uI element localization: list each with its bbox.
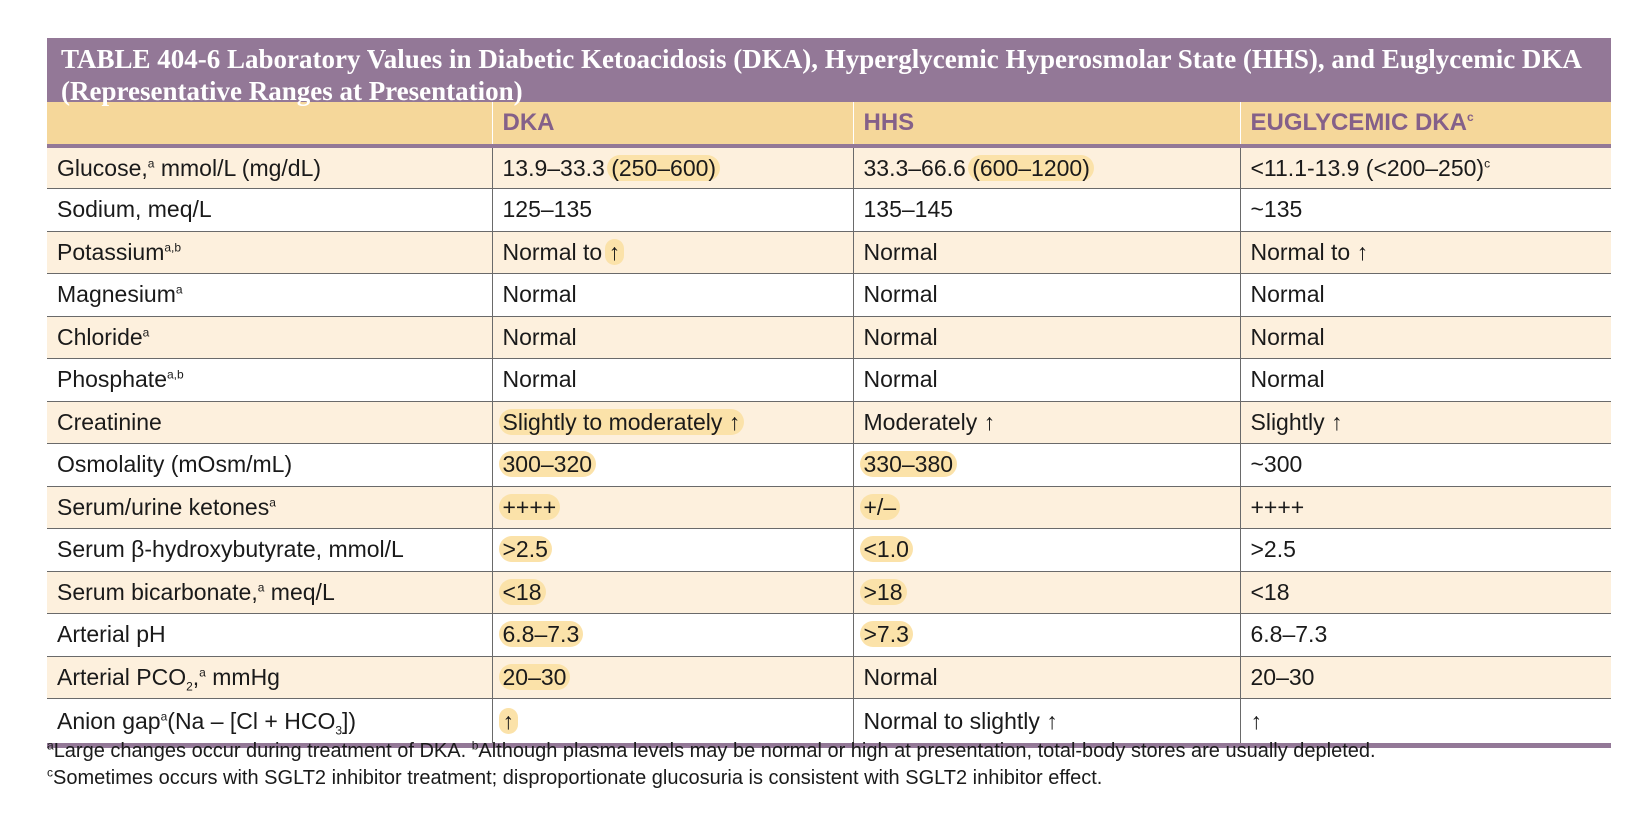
row-label: Phosphatea,b bbox=[47, 358, 492, 402]
cell-dka: 20–30 bbox=[491, 656, 853, 699]
row-label: Creatinine bbox=[47, 401, 492, 444]
cell-euglycemic: Slightly ↑ bbox=[1239, 401, 1611, 444]
table-row-glucose: Glucose,a mmol/L (mg/dL) 13.9–33.3 (250–… bbox=[47, 146, 1611, 189]
cell-hhs: Normal bbox=[852, 316, 1240, 359]
cell-euglycemic: <11.1-13.9 (<200–250)c bbox=[1239, 146, 1611, 189]
cell-hhs: 330–380 bbox=[852, 443, 1240, 487]
cell-hhs: >18 bbox=[852, 571, 1240, 614]
table-footnotes: aLarge changes occur during treatment of… bbox=[47, 738, 1611, 792]
row-label: Serum bicarbonate,a meq/L bbox=[47, 571, 492, 614]
cell-dka: >2.5 bbox=[491, 528, 853, 572]
footnote-line-2: cSometimes occurs with SGLT2 inhibitor t… bbox=[47, 765, 1103, 789]
cell-euglycemic: ~135 bbox=[1239, 188, 1611, 232]
cell-hhs: Normal to slightly ↑ bbox=[852, 698, 1240, 748]
row-label: Serum/urine ketonesa bbox=[47, 486, 492, 529]
cell-dka: ↑ bbox=[491, 698, 853, 748]
cell-dka: 300–320 bbox=[491, 443, 853, 487]
table-row-osmolality: Osmolality (mOsm/mL) 300–320 330–380 ~30… bbox=[47, 443, 1611, 487]
cell-hhs: +/– bbox=[852, 486, 1240, 529]
header-dka: DKA bbox=[491, 102, 853, 148]
table-row-magnesium: Magnesiuma Normal Normal Normal bbox=[47, 273, 1611, 317]
cell-euglycemic: Normal bbox=[1239, 273, 1611, 317]
cell-hhs: Normal bbox=[852, 231, 1240, 274]
cell-euglycemic: Normal to ↑ bbox=[1239, 231, 1611, 274]
row-label: Chloridea bbox=[47, 316, 492, 359]
table-row-beta-hydroxybutyrate: Serum β-hydroxybutyrate, mmol/L >2.5 <1.… bbox=[47, 528, 1611, 572]
table-row-creatinine: Creatinine Slightly to moderately ↑ Mode… bbox=[47, 401, 1611, 444]
table-row-anion-gap: Anion gapa(Na – [Cl + HCO3]) ↑ Normal to… bbox=[47, 698, 1611, 748]
cell-hhs: >7.3 bbox=[852, 613, 1240, 657]
row-label: Serum β-hydroxybutyrate, mmol/L bbox=[47, 528, 492, 572]
cell-dka: Normal bbox=[491, 316, 853, 359]
cell-euglycemic: 20–30 bbox=[1239, 656, 1611, 699]
cell-dka: Slightly to moderately ↑ bbox=[491, 401, 853, 444]
cell-euglycemic: <18 bbox=[1239, 571, 1611, 614]
cell-hhs: 33.3–66.6 (600–1200) bbox=[852, 146, 1240, 189]
cell-euglycemic: 6.8–7.3 bbox=[1239, 613, 1611, 657]
cell-dka: Normal bbox=[491, 273, 853, 317]
cell-euglycemic: ~300 bbox=[1239, 443, 1611, 487]
table-row-sodium: Sodium, meq/L 125–135 135–145 ~135 bbox=[47, 188, 1611, 232]
cell-euglycemic: ↑ bbox=[1239, 698, 1611, 748]
table-row-phosphate: Phosphatea,b Normal Normal Normal bbox=[47, 358, 1611, 402]
cell-hhs: Normal bbox=[852, 273, 1240, 317]
table-row-ketones: Serum/urine ketonesa ++++ +/– ++++ bbox=[47, 486, 1611, 529]
table-title: TABLE 404-6 Laboratory Values in Diabeti… bbox=[47, 38, 1611, 106]
lab-values-table: DKA HHS EUGLYCEMIC DKAc Glucose,a mmol/L… bbox=[47, 102, 1611, 748]
cell-dka: Normal to ↑ bbox=[491, 231, 853, 274]
lab-values-table-panel: TABLE 404-6 Laboratory Values in Diabeti… bbox=[47, 38, 1611, 748]
row-label: Arterial PCO2,a mmHg bbox=[47, 656, 492, 699]
cell-hhs: Normal bbox=[852, 358, 1240, 402]
row-label: Anion gapa(Na – [Cl + HCO3]) bbox=[47, 698, 492, 748]
header-parameter bbox=[47, 102, 492, 148]
cell-dka: 13.9–33.3 (250–600) bbox=[491, 146, 853, 189]
cell-dka: 125–135 bbox=[491, 188, 853, 232]
row-label: Glucose,a mmol/L (mg/dL) bbox=[47, 146, 492, 189]
row-label: Arterial pH bbox=[47, 613, 492, 657]
row-label: Sodium, meq/L bbox=[47, 188, 492, 232]
table-row-chloride: Chloridea Normal Normal Normal bbox=[47, 316, 1611, 359]
header-hhs: HHS bbox=[852, 102, 1240, 148]
cell-hhs: <1.0 bbox=[852, 528, 1240, 572]
row-label: Magnesiuma bbox=[47, 273, 492, 317]
cell-dka: <18 bbox=[491, 571, 853, 614]
cell-hhs: 135–145 bbox=[852, 188, 1240, 232]
cell-euglycemic: Normal bbox=[1239, 358, 1611, 402]
cell-hhs: Moderately ↑ bbox=[852, 401, 1240, 444]
row-label: Potassiuma,b bbox=[47, 231, 492, 274]
cell-dka: 6.8–7.3 bbox=[491, 613, 853, 657]
cell-euglycemic: >2.5 bbox=[1239, 528, 1611, 572]
table-row-bicarbonate: Serum bicarbonate,a meq/L <18 >18 <18 bbox=[47, 571, 1611, 614]
cell-euglycemic: ++++ bbox=[1239, 486, 1611, 529]
table-row-potassium: Potassiuma,b Normal to ↑ Normal Normal t… bbox=[47, 231, 1611, 274]
cell-dka: Normal bbox=[491, 358, 853, 402]
table-row-arterial-ph: Arterial pH 6.8–7.3 >7.3 6.8–7.3 bbox=[47, 613, 1611, 657]
header-row: DKA HHS EUGLYCEMIC DKAc bbox=[47, 102, 1611, 148]
row-label: Osmolality (mOsm/mL) bbox=[47, 443, 492, 487]
cell-hhs: Normal bbox=[852, 656, 1240, 699]
cell-dka: ++++ bbox=[491, 486, 853, 529]
cell-euglycemic: Normal bbox=[1239, 316, 1611, 359]
table-row-arterial-pco2: Arterial PCO2,a mmHg 20–30 Normal 20–30 bbox=[47, 656, 1611, 699]
header-euglycemic-dka: EUGLYCEMIC DKAc bbox=[1239, 102, 1611, 148]
footnote-line-1: aLarge changes occur during treatment of… bbox=[47, 738, 1376, 762]
